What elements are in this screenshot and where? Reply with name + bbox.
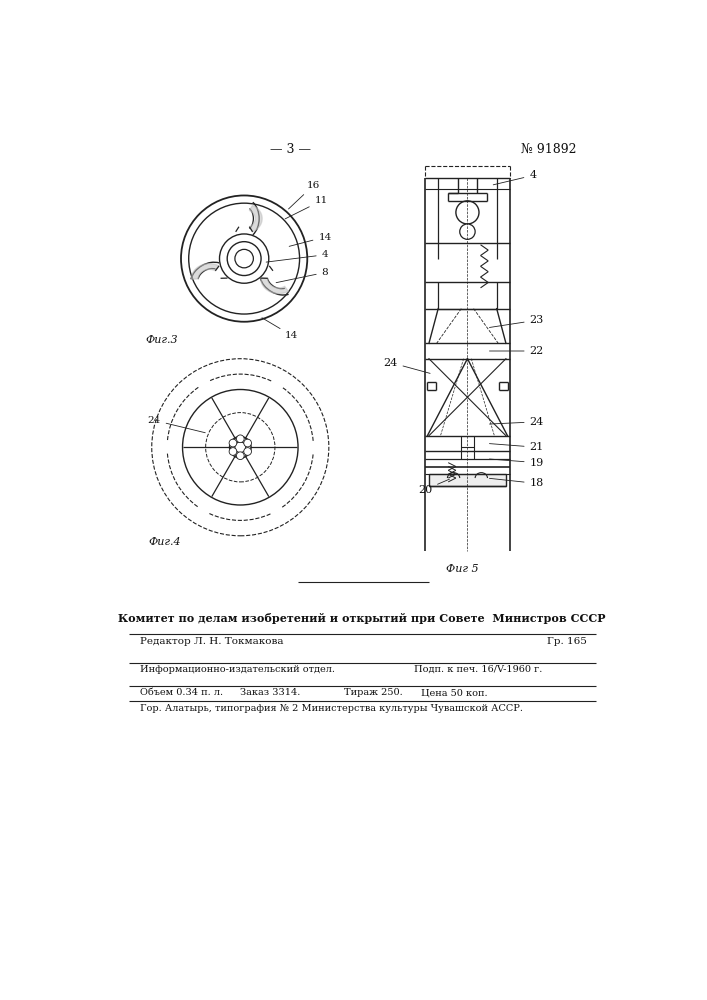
Text: 21: 21 <box>489 442 544 452</box>
Text: № 91892: № 91892 <box>521 143 577 156</box>
Polygon shape <box>261 278 288 294</box>
Circle shape <box>236 435 244 443</box>
Circle shape <box>229 439 237 447</box>
Text: Комитет по делам изобретений и открытий при Совете  Министров СССР: Комитет по делам изобретений и открытий … <box>118 613 606 624</box>
Circle shape <box>235 442 246 453</box>
Text: Тираж 250.: Тираж 250. <box>344 688 403 697</box>
Text: 14: 14 <box>262 318 298 340</box>
Text: — 3 —: — 3 — <box>270 143 311 156</box>
Text: 4: 4 <box>493 170 537 185</box>
Text: Фиг.3: Фиг.3 <box>146 335 178 345</box>
Polygon shape <box>250 205 262 232</box>
Bar <box>429 474 506 486</box>
Text: 19: 19 <box>489 458 544 468</box>
Text: Заказ 3314.: Заказ 3314. <box>240 688 300 697</box>
Polygon shape <box>192 264 219 279</box>
Text: 14: 14 <box>289 233 332 246</box>
Text: Цена 50 коп.: Цена 50 коп. <box>421 688 488 697</box>
Text: Фиг.4: Фиг.4 <box>148 537 180 547</box>
Text: Подп. к печ. 16/V-1960 г.: Подп. к печ. 16/V-1960 г. <box>414 665 542 674</box>
Text: 8: 8 <box>276 268 328 283</box>
Text: 16: 16 <box>288 181 320 209</box>
Text: 11: 11 <box>285 196 328 219</box>
Text: Информационно-издательский отдел.: Информационно-издательский отдел. <box>140 665 335 674</box>
Text: 18: 18 <box>489 478 544 488</box>
Text: Объем 0.34 п. л.: Объем 0.34 п. л. <box>140 688 223 697</box>
Circle shape <box>460 224 475 239</box>
Text: Фиг 5: Фиг 5 <box>446 564 479 574</box>
Text: Редактор Л. Н. Токмакова: Редактор Л. Н. Токмакова <box>140 637 284 646</box>
Circle shape <box>244 448 252 455</box>
Circle shape <box>230 436 251 458</box>
Text: 24: 24 <box>383 358 430 373</box>
Text: 20: 20 <box>418 479 450 495</box>
Text: 24: 24 <box>148 416 205 433</box>
Circle shape <box>236 452 244 460</box>
Text: Гор. Алатырь, типография № 2 Министерства культуры Чувашской АССР.: Гор. Алатырь, типография № 2 Министерств… <box>140 704 523 713</box>
Text: Гр. 165: Гр. 165 <box>547 637 587 646</box>
Text: 24: 24 <box>489 417 544 427</box>
Text: 23: 23 <box>489 315 544 327</box>
Text: 4: 4 <box>266 250 328 262</box>
Circle shape <box>244 439 252 447</box>
Circle shape <box>229 448 237 455</box>
Circle shape <box>456 201 479 224</box>
Text: 22: 22 <box>489 346 544 356</box>
